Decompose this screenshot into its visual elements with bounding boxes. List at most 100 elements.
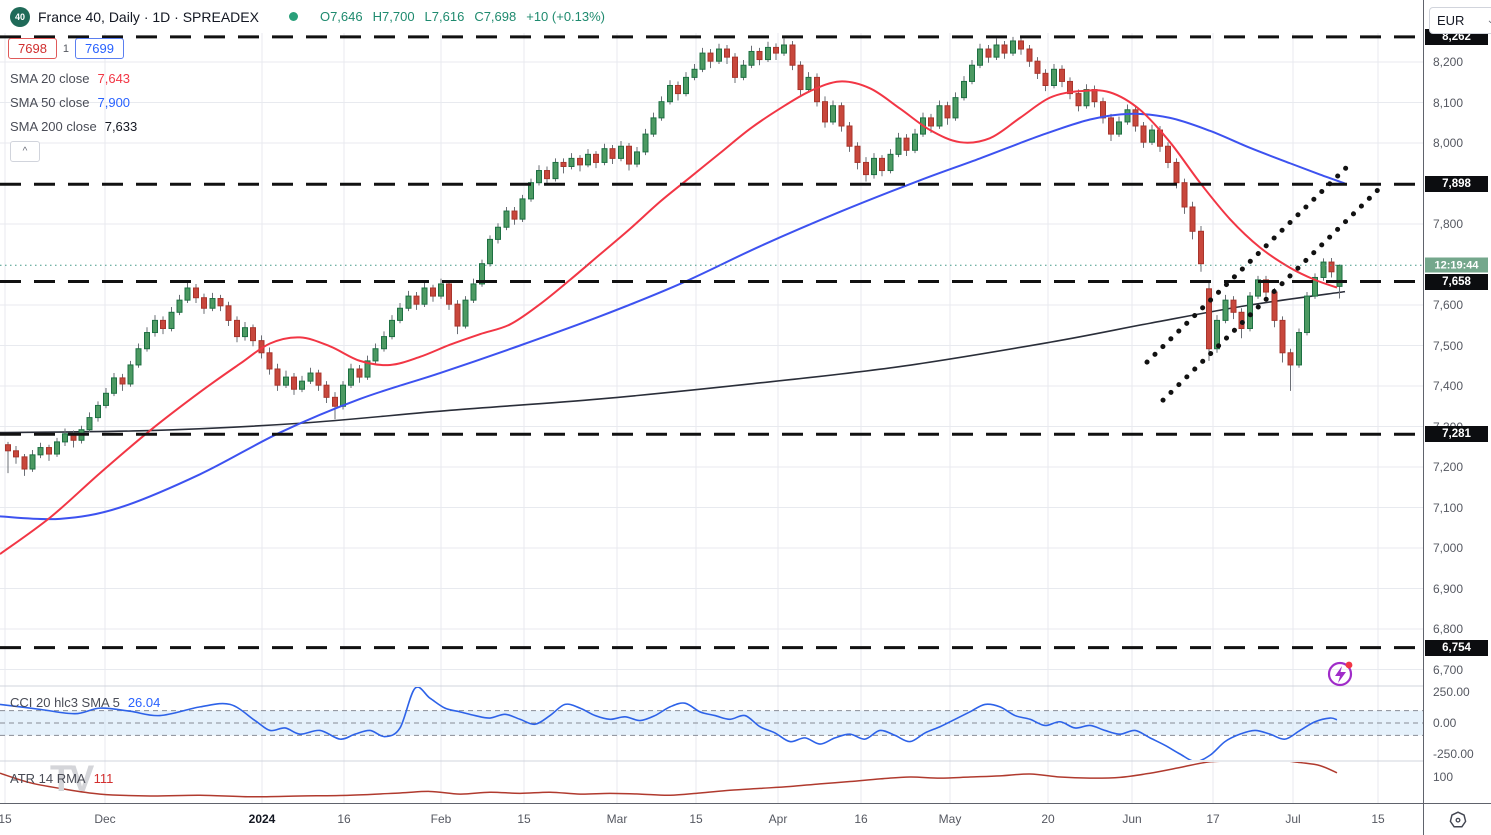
candle-body [503,210,510,228]
candle-body [969,64,975,82]
buy-sell-widget: 7698 1 7699 [8,38,124,59]
axis-settings-button[interactable] [1423,803,1491,835]
price-axis[interactable]: EUR ⌄ 8,200 8,100 8,000 7,800 7,600 7,500 7,40… [1423,0,1491,835]
candle-body [1181,182,1188,208]
candle-body [1214,319,1220,350]
time-tick-label: 15 [689,812,703,826]
atr-title: ATR 14 RMA [10,771,86,786]
candle-body [1001,44,1008,54]
candle-body [667,84,673,103]
candle-body [1279,319,1286,354]
time-tick-label: Feb [430,812,452,826]
candle-body [887,153,894,172]
candle-body [805,76,812,91]
candle-body [879,157,885,172]
trend-channel-line[interactable] [1160,183,1385,403]
trend-channel-line[interactable] [1144,159,1355,365]
tradingview-logo-watermark: TV [50,758,94,799]
time-tick-label: 16 [854,812,868,826]
candle-body [430,287,436,297]
candle-body [21,456,28,470]
legend-label: SMA 50 close [10,94,90,110]
candle-body [86,417,93,431]
candle-body [381,336,387,350]
candle-body [201,297,207,309]
candle-body [152,319,158,334]
candle-body [936,105,943,127]
candle-body [1116,121,1122,135]
candle-body [372,348,379,362]
legend-row-sma200[interactable]: SMA 200 close 7,633 [10,114,137,138]
sell-button[interactable]: 7698 [8,38,57,59]
candle-body [462,299,469,327]
cci-indicator-row[interactable]: CCI 20 hlc3 SMA 5 26.04 [10,695,160,710]
time-tick-label: Apr [768,812,788,826]
price-tick-label: 7,800 [1433,217,1464,231]
candle-body [454,303,461,327]
candle-body [1051,68,1057,86]
candle-body [340,384,346,407]
time-tick-label: 15 [517,812,531,826]
candle-body [756,50,763,61]
candle-body [626,145,632,165]
currency-label: EUR [1437,13,1465,28]
indicator-legend: SMA 20 close 7,643 SMA 50 close 7,900 SM… [10,66,137,162]
atr-indicator-row[interactable]: ATR 14 RMA 111 [10,771,113,786]
candle-body [1149,129,1155,143]
candle-body [1328,261,1335,273]
candle-body [1222,299,1229,321]
candle-body [1312,276,1318,297]
price-tick-label: 6,700 [1433,662,1464,677]
candle-body [1189,206,1196,232]
candle-body [560,161,567,167]
time-axis[interactable]: 15 Dec 2024 16 Feb 15 Mar 15 Apr 16 May 20 Jun 17 Jul 1… [0,803,1423,835]
time-tick-label: Dec [94,812,116,826]
candle-body [405,295,412,309]
candle-body [609,148,616,159]
candle-body [364,360,371,378]
price-tick-label: 7,200 [1433,460,1464,474]
candle-body [193,287,199,299]
flash-reaction-icon[interactable] [1325,658,1357,690]
candle-body [1108,117,1114,135]
candle-body [577,157,583,166]
candle-body [536,170,542,184]
time-tick-label: Jun [1122,812,1142,826]
price-tick-label: 7,600 [1433,298,1464,312]
candle-body [348,368,354,386]
time-tick-label: 17 [1206,812,1220,826]
candle-body [838,105,845,127]
currency-selector-button[interactable]: EUR ⌄ [1429,7,1491,34]
symbol-title[interactable]: France 40, Daily · 1D · SPREADEX [38,8,259,25]
cci-axis-label: 0.00 [1433,716,1457,730]
legend-row-sma20[interactable]: SMA 20 close 7,643 [10,66,137,90]
candle-body [356,368,363,378]
price-level-label: 7,898 [1425,176,1488,193]
candle-body [928,117,934,127]
legend-value: 7,643 [97,70,131,86]
candle-body [961,80,967,99]
candle-body [1140,125,1147,143]
candle-body [176,299,183,313]
candle-body [683,76,689,95]
candle-body [1010,40,1016,54]
buy-button[interactable]: 7699 [75,38,124,59]
time-tick-label: 16 [337,812,351,826]
sma50-line [0,112,1346,521]
collapse-legend-button[interactable]: ^ [10,141,40,162]
candle-body [1075,93,1082,107]
candle-body [642,133,649,153]
legend-label: SMA 200 close [10,118,97,134]
candle-body [234,319,240,338]
candle-body [952,97,959,119]
candle-body [601,148,608,163]
symbol-logo-badge[interactable]: 40 [10,6,30,27]
candle-body [95,404,101,419]
legend-row-sma50[interactable]: SMA 50 close 7,900 [10,90,137,114]
candle-body [1026,48,1033,62]
price-level-label: 7,281 [1425,426,1488,443]
legend-value: 7,900 [97,94,131,110]
candle-body [119,377,126,385]
ohlc-close: C7,698 [474,9,517,24]
price-level-label: 6,754 [1425,639,1488,656]
